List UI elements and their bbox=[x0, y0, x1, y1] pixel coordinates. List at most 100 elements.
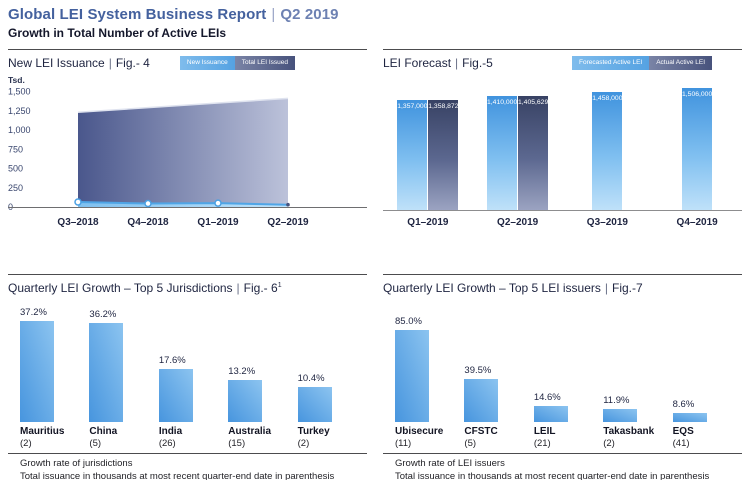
page-subtitle: Growth in Total Number of Active LEIs bbox=[8, 26, 227, 40]
y-tick: 250 bbox=[8, 183, 23, 193]
legend-item-new-issuance: New Issuance bbox=[179, 56, 235, 70]
percent-bar bbox=[533, 406, 568, 422]
fig6-bar-column: 13.2% bbox=[228, 366, 297, 422]
forecast-bar: 1,506,000 bbox=[682, 88, 712, 210]
total-lei-issued-top-edge bbox=[77, 97, 289, 114]
footnote-line: Total issuance in thousands at most rece… bbox=[20, 471, 335, 480]
bar-category-name: CFSTC bbox=[464, 426, 498, 437]
fig6-bar-column: 37.2% bbox=[20, 307, 89, 422]
percent-bar bbox=[20, 321, 54, 422]
bar-percent-label: 36.2% bbox=[89, 309, 117, 320]
legend-item-forecasted-active-lei: Forecasted Active LEI bbox=[571, 56, 650, 70]
fig6-bars: 37.2% 36.2% 17.6% 13.2% 10.4% bbox=[8, 300, 367, 422]
fig7-footnotes: Growth rate of LEI issuers Total issuanc… bbox=[383, 454, 742, 480]
bar-percent-label: 85.0% bbox=[395, 316, 422, 327]
fig7-title: Quarterly LEI Growth – Top 5 LEI issuers… bbox=[383, 281, 643, 295]
fig4-title: New LEI Issuance | Fig.- 4 bbox=[8, 56, 150, 70]
title-separator: | bbox=[271, 6, 276, 23]
percent-bar bbox=[672, 413, 707, 422]
fig6-footnotes: Growth rate of jurisdictions Total issua… bbox=[8, 454, 367, 480]
total-lei-issued-area bbox=[78, 98, 288, 207]
bar-percent-label: 37.2% bbox=[20, 307, 47, 318]
bar-count-label: (11) bbox=[395, 438, 412, 449]
bar-category-name: China bbox=[89, 426, 118, 437]
bar-category-name: Ubisecure bbox=[395, 426, 444, 437]
forecast-bar: 1,410,000 bbox=[487, 96, 517, 210]
fig6-name-column: India (26) bbox=[159, 426, 228, 449]
panel-new-lei-issuance: New LEI Issuance | Fig.- 4 New Issuance Tot… bbox=[8, 49, 367, 274]
bar-count-label: (15) bbox=[228, 438, 246, 449]
fig7-bar-column: 8.6% bbox=[672, 399, 742, 422]
fig4-header: New LEI Issuance | Fig.- 4 New Issuance Tot… bbox=[8, 56, 367, 73]
fig5-header: LEI Forecast | Fig.-5 Forecasted Active LE… bbox=[383, 56, 742, 73]
data-point-marker bbox=[214, 199, 222, 207]
new-issuance-line bbox=[77, 200, 289, 206]
fig5-title: LEI Forecast | Fig.-5 bbox=[383, 56, 493, 70]
fig7-bar-column: 39.5% bbox=[464, 365, 533, 422]
fig7-title-text: Quarterly LEI Growth – Top 5 LEI issuers bbox=[383, 281, 601, 295]
fig5-category-labels: Q1–2019 Q2–2019 Q3–2019 Q4–2019 bbox=[383, 217, 742, 228]
fig6-title-text: Quarterly LEI Growth – Top 5 Jurisdictio… bbox=[8, 281, 233, 295]
fig7-name-column: Takasbank (2) bbox=[603, 426, 672, 449]
bar-category-name: LEIL bbox=[533, 426, 556, 437]
fig5-plot: 1,357,000 1,358,872 1,410,000 1,405,629 1,45… bbox=[383, 88, 742, 228]
percent-bar bbox=[89, 323, 124, 422]
x-tick-label: Q1–2019 bbox=[197, 217, 239, 228]
fig6-name-column: Turkey (2) bbox=[298, 426, 367, 449]
actual-bar: 1,405,629 bbox=[518, 96, 548, 210]
fig7-fig-label: Fig.-7 bbox=[612, 281, 643, 295]
bar-percent-label: 14.6% bbox=[533, 392, 561, 403]
percent-bar bbox=[603, 409, 638, 422]
fig7-bar-column: 85.0% bbox=[395, 316, 464, 422]
bar-value-label: 1,506,000 bbox=[682, 91, 713, 98]
page-title: Global LEI System Business Report | Q2 201… bbox=[8, 6, 742, 23]
bar-count-label: (5) bbox=[464, 438, 477, 449]
x-tick-label: Q3–2018 bbox=[57, 217, 99, 228]
percent-bar bbox=[297, 387, 332, 422]
legend-item-total-lei-issued: Total LEI Issued bbox=[234, 56, 295, 70]
bar-category-name: Turkey bbox=[297, 426, 330, 437]
fig5-bar-group: 1,357,000 1,358,872 bbox=[383, 100, 473, 210]
page-title-text: Global LEI System Business Report bbox=[8, 6, 267, 23]
data-point-marker bbox=[286, 202, 290, 207]
bar-percent-label: 13.2% bbox=[228, 366, 256, 377]
fig6-bar-column: 36.2% bbox=[89, 309, 158, 422]
report-period: Q2 2019 bbox=[280, 6, 339, 23]
footnote-line: Total issuance in thousands at most rece… bbox=[395, 471, 710, 480]
fig4-fig-label: Fig.- 4 bbox=[115, 56, 150, 70]
bar-percent-label: 8.6% bbox=[672, 399, 695, 410]
fig7-header: Quarterly LEI Growth – Top 5 LEI issuers… bbox=[383, 281, 742, 298]
fig5-x-label: Q3–2019 bbox=[586, 217, 628, 228]
fig5-legend: Forecasted Active LEI Actual Active LEI bbox=[571, 56, 712, 70]
y-tick: 500 bbox=[8, 164, 23, 174]
bar-count-label: (2) bbox=[20, 438, 32, 449]
fig6-name-column: Australia (15) bbox=[228, 426, 297, 449]
bar-percent-label: 10.4% bbox=[297, 373, 325, 384]
bar-count-label: (2) bbox=[297, 438, 310, 449]
bar-percent-label: 11.9% bbox=[603, 395, 630, 406]
fig7-name-column: CFSTC (5) bbox=[464, 426, 533, 449]
fig6-footnote-marker: 1 bbox=[277, 282, 282, 289]
footnote-line: Growth rate of jurisdictions bbox=[20, 458, 133, 469]
fig7-footnote-divider bbox=[383, 453, 742, 454]
fig5-bar-group: 1,506,000 bbox=[652, 88, 742, 210]
actual-bar: 1,358,872 bbox=[428, 100, 459, 210]
fig7-category-labels: Ubisecure (11) CFSTC (5) LEIL (21) Takasbank (2… bbox=[383, 426, 742, 449]
fig5-x-label: Q1–2019 bbox=[407, 217, 449, 228]
fig7-name-column: EQS (41) bbox=[673, 426, 742, 449]
legend-item-actual-active-lei: Actual Active LEI bbox=[649, 56, 712, 70]
percent-bar bbox=[158, 369, 193, 422]
bar-category-name: India bbox=[158, 426, 183, 437]
fig5-title-text: LEI Forecast bbox=[383, 56, 452, 70]
fig6-header: Quarterly LEI Growth – Top 5 Jurisdictio… bbox=[8, 281, 367, 298]
bar-value-label: 1,357,000 bbox=[397, 103, 428, 110]
fig7-name-column: LEIL (21) bbox=[534, 426, 603, 449]
fig7-name-column: Ubisecure (11) bbox=[395, 426, 464, 449]
data-point-marker bbox=[74, 198, 82, 206]
fig5-x-label: Q4–2019 bbox=[676, 217, 718, 228]
panel-top5-lei-issuers: Quarterly LEI Growth – Top 5 LEI issuers… bbox=[383, 274, 742, 480]
y-tick: 1,500 bbox=[8, 87, 31, 97]
y-tick: 1,000 bbox=[8, 125, 31, 135]
bar-count-label: (41) bbox=[672, 438, 690, 449]
fig6-title-separator: | bbox=[236, 281, 240, 295]
